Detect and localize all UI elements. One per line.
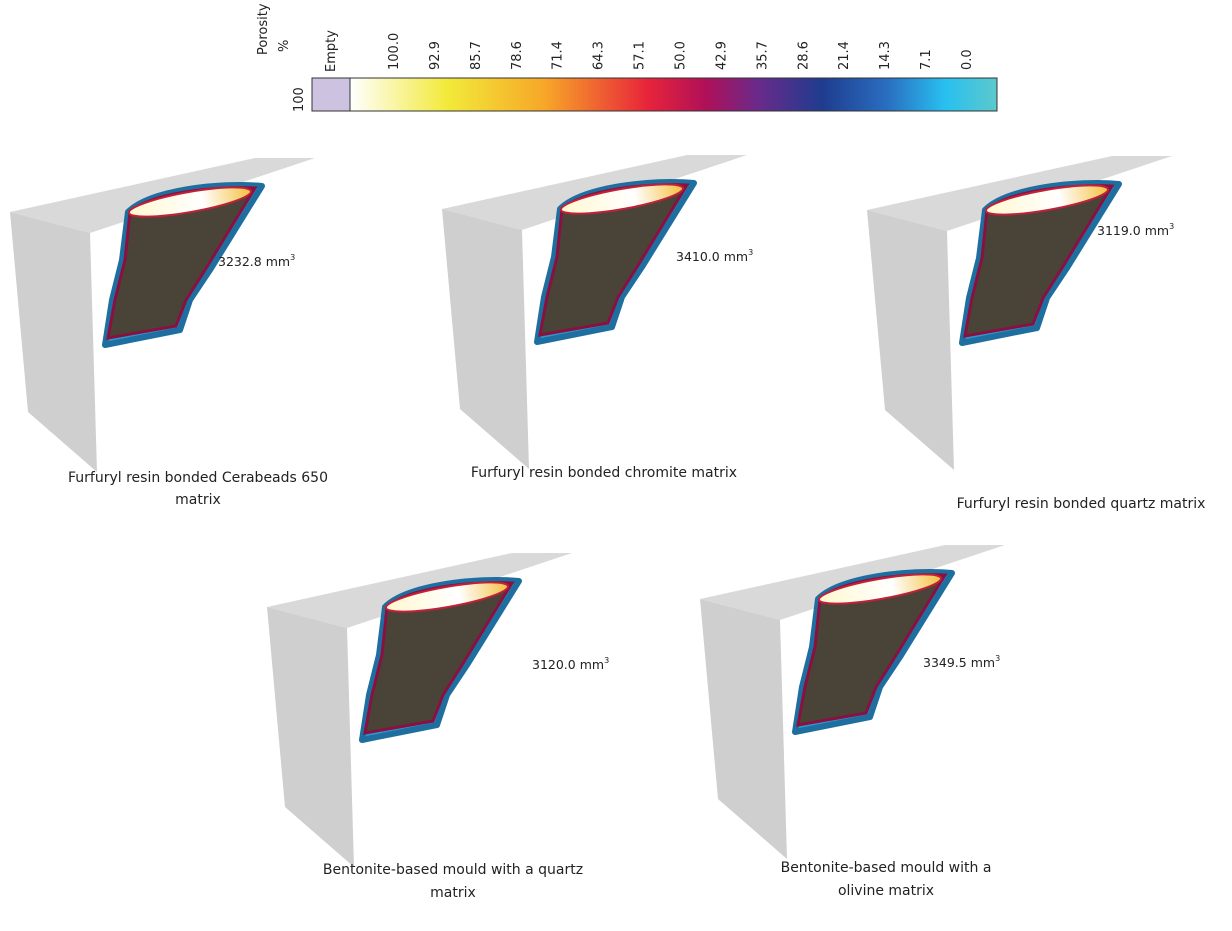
casting-render	[700, 545, 1005, 859]
casting-render	[442, 155, 747, 469]
legend-title: %	[277, 40, 292, 52]
colorbar-tick-label: 42.9	[714, 41, 729, 70]
volume-value: 3349.5	[923, 655, 967, 670]
colorbar-tick-label: 64.3	[592, 41, 607, 70]
caption: matrix	[430, 885, 476, 901]
legend-empty-label: Empty	[324, 30, 339, 72]
volume-label: 3410.0 mm3	[676, 248, 753, 264]
volume-value: 3232.8	[218, 254, 262, 269]
volume-value: 3119.0	[1097, 223, 1141, 238]
caption: Furfuryl resin bonded chromite matrix	[471, 465, 737, 481]
volume-unit: mm	[1145, 223, 1169, 238]
panel: 3349.5 mm3 Bentonite-based mould with a …	[700, 545, 1005, 899]
figure: Porosity % 100 Empty 100.0 92.9 85.7 78.6 71…	[0, 0, 1232, 931]
caption: Furfuryl resin bonded quartz matrix	[957, 496, 1206, 512]
legend-title: Porosity	[256, 3, 271, 55]
legend-max-label: 100	[292, 87, 307, 112]
colorbar-tick-label: 71.4	[551, 41, 566, 70]
colorbar-tick-label: 85.7	[469, 41, 484, 70]
panel: 3120.0 mm3 Bentonite-based mould with a …	[267, 553, 609, 901]
casting-render	[267, 553, 572, 867]
casting-render	[10, 158, 315, 472]
page: Porosity % 100 Empty 100.0 92.9 85.7 78.6 71…	[0, 0, 1232, 931]
colorbar-tick-label: 14.3	[878, 41, 893, 70]
volume-label: 3349.5 mm3	[923, 654, 1000, 670]
colorbar-tick-label: 78.6	[510, 41, 525, 70]
caption: Bentonite-based mould with a quartz	[323, 862, 583, 878]
colorbar-tick-label: 92.9	[428, 41, 443, 70]
colorbar-tick-label: 35.7	[755, 41, 770, 70]
colorbar-tick-label: 7.1	[919, 49, 934, 70]
volume-exponent: 3	[290, 253, 295, 262]
volume-exponent: 3	[748, 248, 753, 257]
colorbar-tick-label: 21.4	[837, 41, 852, 70]
panel: 3232.8 mm3 Furfuryl resin bonded Cerabea…	[10, 158, 328, 508]
colorbar-tick-label: 50.0	[674, 41, 689, 70]
volume-exponent: 3	[604, 656, 609, 665]
empty-swatch	[312, 78, 350, 111]
volume-unit: mm	[266, 254, 290, 269]
volume-exponent: 3	[995, 654, 1000, 663]
colorbar-tick-label: 28.6	[796, 41, 811, 70]
volume-unit: mm	[580, 657, 604, 672]
volume-unit: mm	[724, 249, 748, 264]
panel: 3410.0 mm3 Furfuryl resin bonded chromit…	[442, 155, 753, 481]
caption: Bentonite-based mould with a	[781, 860, 992, 876]
volume-exponent: 3	[1169, 222, 1174, 231]
volume-value: 3410.0	[676, 249, 720, 264]
caption: Furfuryl resin bonded Cerabeads 650	[68, 470, 328, 486]
caption: matrix	[175, 492, 221, 508]
colorbar-tick-label: 0.0	[960, 49, 975, 70]
caption: olivine matrix	[838, 883, 934, 899]
volume-label: 3232.8 mm3	[218, 253, 295, 269]
panel: 3119.0 mm3 Furfuryl resin bonded quartz …	[867, 156, 1205, 512]
colorbar	[350, 78, 997, 111]
volume-label: 3119.0 mm3	[1097, 222, 1174, 238]
colorbar-tick-label: 100.0	[387, 33, 402, 70]
volume-value: 3120.0	[532, 657, 576, 672]
casting-render	[867, 156, 1172, 470]
colorbar-ticks: 100.0 92.9 85.7 78.6 71.4 64.3 57.1 50.0 42.9 35.…	[387, 33, 975, 70]
volume-unit: mm	[971, 655, 995, 670]
colorbar-tick-label: 57.1	[633, 41, 648, 70]
volume-label: 3120.0 mm3	[532, 656, 609, 672]
